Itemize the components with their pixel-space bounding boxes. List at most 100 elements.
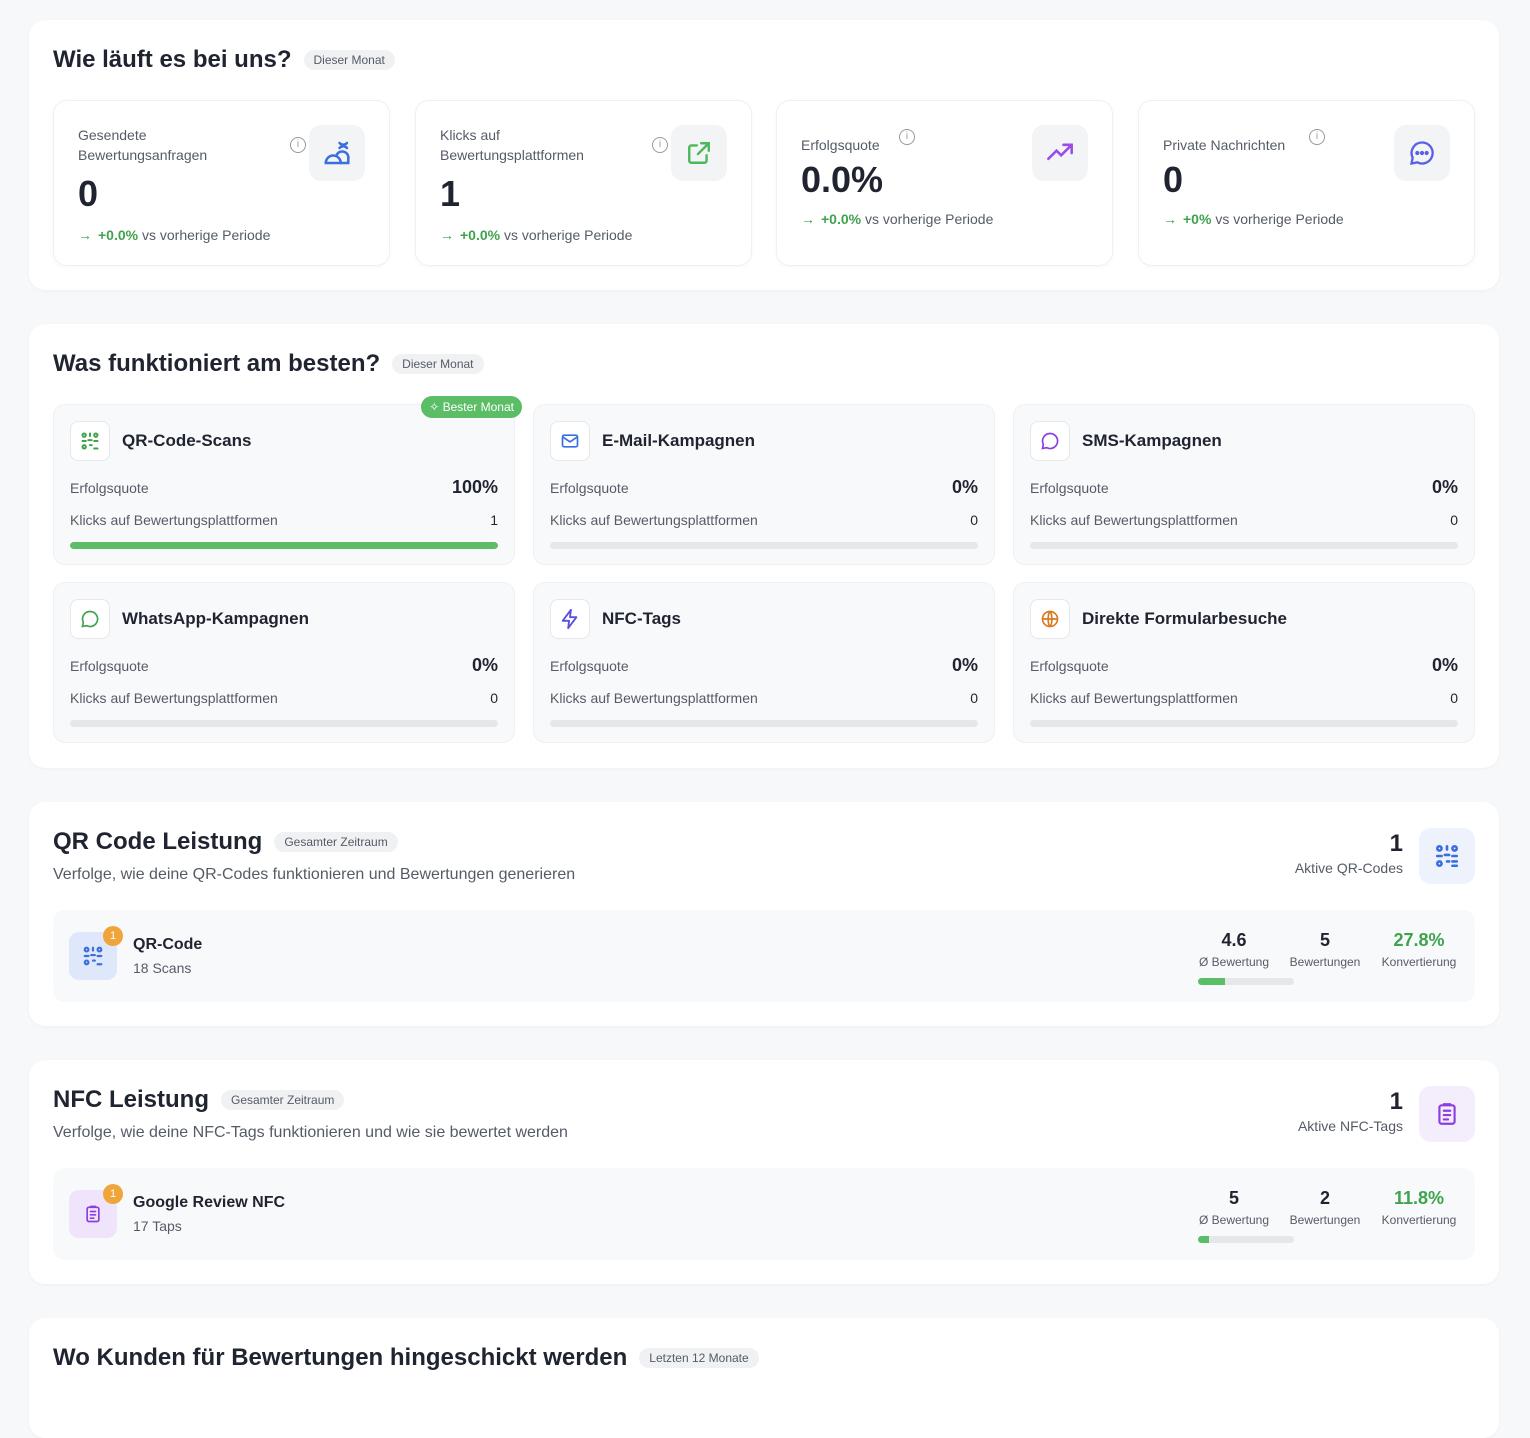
qr-performance-panel: QR Code Leistung Gesamter Zeitraum Verfol… [29,802,1499,1026]
progress-bar [550,720,978,727]
users-wave-icon [309,125,365,181]
active-label: Aktive NFC-Tags [1297,1118,1403,1134]
item-name: QR-Code [133,936,203,953]
clicks-value: 1 [490,512,498,528]
section-subtitle: Verfolge, wie deine QR-Codes funktionier… [53,866,576,883]
conversion-progress-bar [1198,978,1294,985]
best-channels-panel: Was funktioniert am besten? Dieser Monat… [29,324,1499,768]
section-title: Was funktioniert am besten? [53,350,381,377]
clicks-label: Klicks auf Bewertungsplattformen [70,512,278,528]
conversion-value: 27.8% [1393,930,1445,950]
arrow-right-icon: → [440,227,454,243]
campaign-card[interactable]: WhatsApp-Kampagnen Erfolgsquote 0% Klicks… [53,582,515,743]
conversion-label: Konvertierung [1381,1213,1457,1227]
stat-label: Private Nachrichten [1163,137,1286,153]
info-icon[interactable]: i [899,129,915,145]
period-badge: Dieser Monat [392,354,484,374]
conversion-label: Konvertierung [1381,955,1457,969]
clicks-label: Klicks auf Bewertungsplattformen [70,690,278,706]
info-icon[interactable]: i [290,137,306,153]
stat-value: 0 [78,173,99,214]
progress-bar [1030,720,1458,727]
stat-label: Klicks auf Bewertungsplattformen [440,127,584,163]
rating-label: Ø Bewertung [1198,1213,1270,1227]
section-title: Wo Kunden für Bewertungen hingeschickt w… [53,1344,628,1371]
sms-icon [1030,421,1070,461]
period-badge: Dieser Monat [303,50,395,70]
progress-bar [70,720,498,727]
clicks-value: 0 [1450,690,1458,706]
rate-label: Erfolgsquote [70,657,149,674]
clicks-label: Klicks auf Bewertungsplattformen [550,512,758,528]
whatsapp-icon [70,599,110,639]
arrow-right-icon: → [801,211,815,227]
active-label: Aktive QR-Codes [1294,860,1403,876]
campaign-name: NFC-Tags [602,609,682,628]
best-header: Was funktioniert am besten? Dieser Monat [53,350,484,378]
campaign-card[interactable]: SMS-Kampagnen Erfolgsquote 0% Klicks auf … [1013,404,1475,565]
stat-change: → +0% vs vorherige Periode [1163,211,1344,227]
destinations-panel: Wo Kunden für Bewertungen hingeschickt w… [29,1318,1499,1438]
rating-label: Ø Bewertung [1198,955,1270,969]
section-title: Wie läuft es bei uns? [53,46,292,73]
campaign-card[interactable]: Direkte Formularbesuche Erfolgsquote 0% K… [1013,582,1475,743]
campaign-card[interactable]: E-Mail-Kampagnen Erfolgsquote 0% Klicks a… [533,404,995,565]
active-count: 1 [1389,830,1403,857]
stat-card: Gesendete Bewertungsanfragen i 0 → +0.0% … [53,100,390,266]
info-icon[interactable]: i [652,137,668,153]
campaign-name: QR-Code-Scans [122,431,252,450]
stat-value: 1 [440,173,461,214]
campaign-name: SMS-Kampagnen [1082,431,1222,450]
count-badge: 1 [103,926,123,946]
campaign-name: Direkte Formularbesuche [1082,609,1288,628]
conversion-progress-bar [1198,1236,1294,1243]
overview-header: Wie läuft es bei uns? Dieser Monat [53,46,395,74]
rate-value: 0% [1431,655,1458,675]
stat-card: Klicks auf Bewertungsplattformen i 1 → +0… [415,100,752,266]
progress-bar [70,542,498,549]
reviews-value: 2 [1319,1188,1330,1208]
rate-label: Erfolgsquote [550,657,629,674]
clipboard-icon: 1 [69,1184,123,1238]
globe-icon [1030,599,1070,639]
qr-code-item[interactable]: 1 QR-Code 18 Scans 4.6 Ø Bewertung 5 Bewer… [53,910,1475,1002]
reviews-value: 5 [1319,930,1330,950]
reviews-label: Bewertungen [1289,1213,1361,1227]
qr-code-icon: 1 [69,926,123,980]
stat-change: → +0.0% vs vorherige Periode [440,227,633,243]
rate-value: 0% [1431,477,1458,497]
rate-label: Erfolgsquote [1030,657,1109,674]
qr-code-icon [1419,828,1475,884]
clicks-label: Klicks auf Bewertungsplattformen [1030,512,1238,528]
clipboard-icon [1419,1086,1475,1142]
campaign-card[interactable]: NFC-Tags Erfolgsquote 0% Klicks auf Bewer… [533,582,995,743]
active-count: 1 [1389,1088,1403,1115]
period-badge: Letzten 12 Monate [639,1348,759,1368]
message-icon [1394,125,1450,181]
campaign-name: WhatsApp-Kampagnen [122,609,309,628]
clicks-label: Klicks auf Bewertungsplattformen [550,690,758,706]
progress-bar [1030,542,1458,549]
section-title: NFC Leistung [53,1086,209,1113]
rate-label: Erfolgsquote [550,479,629,496]
arrow-right-icon: → [78,227,92,243]
stat-change: → +0.0% vs vorherige Periode [801,211,994,227]
item-taps: 17 Taps [133,1218,182,1234]
active-qr-kpi: 1 Aktive QR-Codes [1295,830,1403,876]
rate-label: Erfolgsquote [1030,479,1109,496]
stat-change: → +0.0% vs vorherige Periode [78,227,271,243]
clicks-value: 0 [490,690,498,706]
stat-label: Erfolgsquote [801,137,880,153]
best-month-badge: ✧ Bester Monat [421,396,522,418]
campaign-card[interactable]: ✧ Bester Monat QR-Code-Scans Erfolgsquot… [53,396,522,565]
count-badge: 1 [103,1184,123,1204]
info-icon[interactable]: i [1309,129,1325,145]
arrow-right-icon: → [1163,211,1177,227]
nfc-tag-item[interactable]: 1 Google Review NFC 17 Taps 5 Ø Bewertung… [53,1168,1475,1260]
reviews-label: Bewertungen [1289,955,1361,969]
nfc-performance-panel: NFC Leistung Gesamter Zeitraum Verfolge, … [29,1060,1499,1284]
external-link-icon [671,125,727,181]
rate-value: 0% [951,655,978,675]
rate-label: Erfolgsquote [70,479,149,496]
progress-bar [550,542,978,549]
